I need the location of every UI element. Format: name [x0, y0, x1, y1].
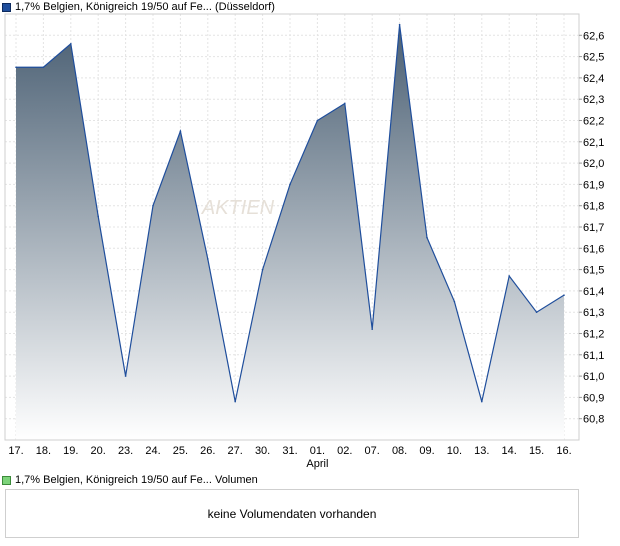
- x-month-label: April: [306, 458, 328, 470]
- data-point: [426, 236, 428, 239]
- y-tick-label: 61,7: [583, 222, 604, 234]
- watermark-text: AKTIEN: [201, 197, 275, 219]
- volume-empty-message: keine Volumendaten vorhanden: [207, 506, 377, 521]
- y-tick-label: 61,6: [583, 243, 604, 255]
- volume-legend-swatch: [2, 475, 11, 485]
- x-tick-label: 27.: [228, 445, 243, 457]
- volume-legend: 1,7% Belgien, Königreich 19/50 auf Fe...…: [2, 473, 258, 487]
- price-legend: 1,7% Belgien, Königreich 19/50 auf Fe...…: [2, 0, 275, 14]
- y-tick-label: 61,1: [583, 350, 604, 362]
- data-point: [453, 300, 456, 303]
- data-point: [261, 268, 264, 271]
- y-tick-label: 62,1: [583, 137, 604, 149]
- data-point: [316, 119, 319, 122]
- x-tick-label: 01.: [310, 445, 325, 457]
- data-point: [371, 328, 374, 331]
- x-tick-label: 10.: [447, 445, 462, 457]
- y-tick-label: 62,5: [583, 52, 604, 64]
- data-point: [344, 102, 346, 105]
- data-point: [42, 66, 45, 69]
- y-tick-label: 62,2: [583, 116, 604, 128]
- data-point: [152, 204, 154, 207]
- data-point: [97, 215, 99, 218]
- x-tick-label: 25.: [173, 445, 188, 457]
- data-point: [179, 130, 182, 132]
- x-tick-label: 02.: [337, 445, 352, 457]
- y-tick-label: 61,0: [583, 371, 604, 383]
- x-tick-label: 26.: [200, 445, 215, 457]
- y-tick-label: 60,8: [583, 414, 604, 426]
- y-tick-label: 61,2: [583, 329, 604, 341]
- x-tick-label: 15.: [529, 445, 544, 457]
- y-tick-label: 62,0: [583, 158, 604, 170]
- x-tick-label: 20.: [91, 445, 106, 457]
- y-tick-label: 62,4: [583, 73, 604, 85]
- x-tick-label: 30.: [255, 445, 270, 457]
- data-point: [481, 400, 483, 403]
- data-point: [398, 23, 401, 26]
- y-tick-label: 61,4: [583, 286, 604, 298]
- x-tick-label: 16.: [556, 445, 571, 457]
- x-tick-label: 24.: [145, 445, 160, 457]
- data-point: [508, 275, 511, 277]
- data-point: [124, 375, 127, 377]
- x-tick-label: 09.: [419, 445, 434, 457]
- x-tick-label: 17.: [8, 445, 23, 457]
- price-legend-label: 1,7% Belgien, Königreich 19/50 auf Fe...…: [15, 1, 275, 13]
- x-tick-label: 19.: [63, 445, 78, 457]
- x-tick-label: 14.: [502, 445, 517, 457]
- x-tick-label: 13.: [474, 445, 489, 457]
- y-tick-label: 61,3: [583, 307, 604, 319]
- volume-legend-label: 1,7% Belgien, Königreich 19/50 auf Fe...…: [15, 474, 258, 486]
- x-tick-label: 08.: [392, 445, 407, 457]
- data-point: [289, 183, 291, 186]
- x-tick-label: 31.: [282, 445, 297, 457]
- data-point: [563, 294, 565, 296]
- x-tick-label: 07.: [365, 445, 380, 457]
- data-point: [207, 258, 209, 260]
- data-point: [234, 400, 236, 403]
- y-tick-label: 62,3: [583, 94, 604, 106]
- x-tick-label: 18.: [36, 445, 51, 457]
- series-area: [16, 24, 564, 441]
- x-tick-label: 23.: [118, 445, 133, 457]
- price-chart: AKTIEN 62,6 62,5 62,4 62,3 62,2 62,1 62,0 61,9 6…: [4, 13, 604, 470]
- price-legend-swatch: [2, 2, 11, 12]
- data-point: [15, 66, 17, 69]
- data-point: [70, 43, 72, 45]
- y-tick-label: 61,5: [583, 265, 604, 277]
- y-tick-label: 61,9: [583, 179, 604, 191]
- data-point: [535, 311, 538, 314]
- y-tick-label: 61,8: [583, 201, 604, 213]
- volume-panel: keine Volumendaten vorhanden: [5, 489, 579, 538]
- y-tick-label: 60,9: [583, 392, 604, 404]
- y-tick-label: 62,6: [583, 30, 604, 42]
